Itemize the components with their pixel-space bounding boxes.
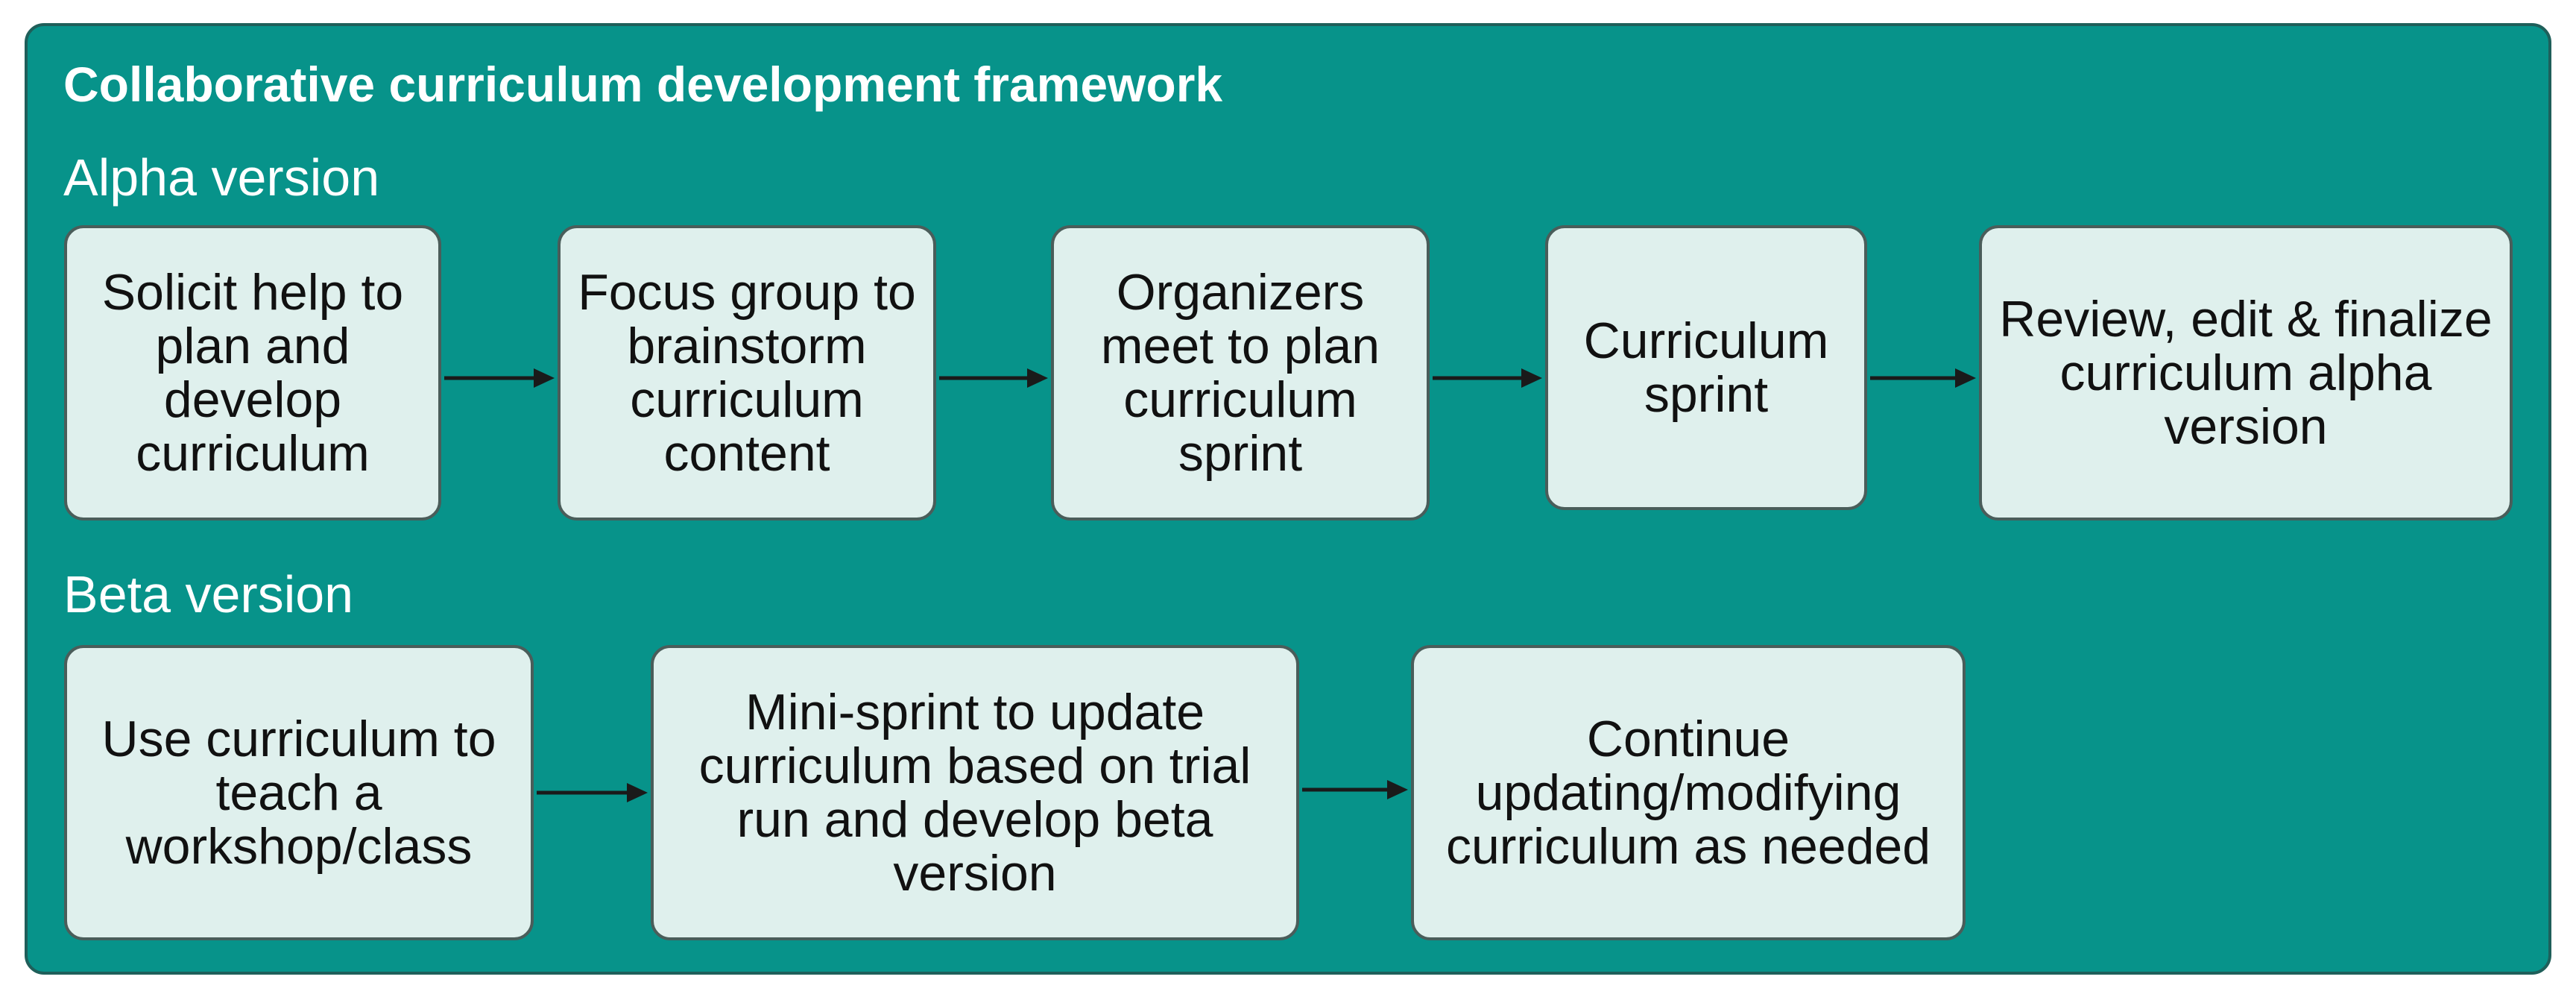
beta-step-2-text: Mini-sprint to update curriculum based o… [698,684,1251,902]
beta-step-1: Use curriculum to teach a workshop/class [64,645,534,940]
alpha-step-3: Organizers meet to plan curriculum sprin… [1051,225,1430,521]
beta-step-3: Continue updating/modifying curriculum a… [1411,645,1966,940]
beta-step-1-text: Use curriculum to teach a workshop/class [101,711,496,875]
alpha-step-2-text: Focus group to brainstorm curriculum con… [578,264,916,482]
beta-step-3-text: Continue updating/modifying curriculum a… [1445,711,1931,875]
alpha-step-5-text: Review, edit & finalize curriculum alpha… [1999,291,2493,455]
alpha-step-2: Focus group to brainstorm curriculum con… [558,225,936,521]
beta-step-2: Mini-sprint to update curriculum based o… [651,645,1299,940]
alpha-step-4: Curriculum sprint [1545,225,1867,510]
alpha-step-4-text: Curriculum sprint [1583,312,1829,423]
alpha-step-5: Review, edit & finalize curriculum alpha… [1979,225,2513,521]
alpha-section-label: Alpha version [63,148,380,207]
alpha-step-1: Solicit help to plan and develop curricu… [64,225,441,521]
diagram-title: Collaborative curriculum development fra… [63,57,1223,112]
beta-section-label: Beta version [63,565,354,623]
alpha-step-3-text: Organizers meet to plan curriculum sprin… [1100,264,1380,482]
alpha-step-1-text: Solicit help to plan and develop curricu… [101,264,404,482]
